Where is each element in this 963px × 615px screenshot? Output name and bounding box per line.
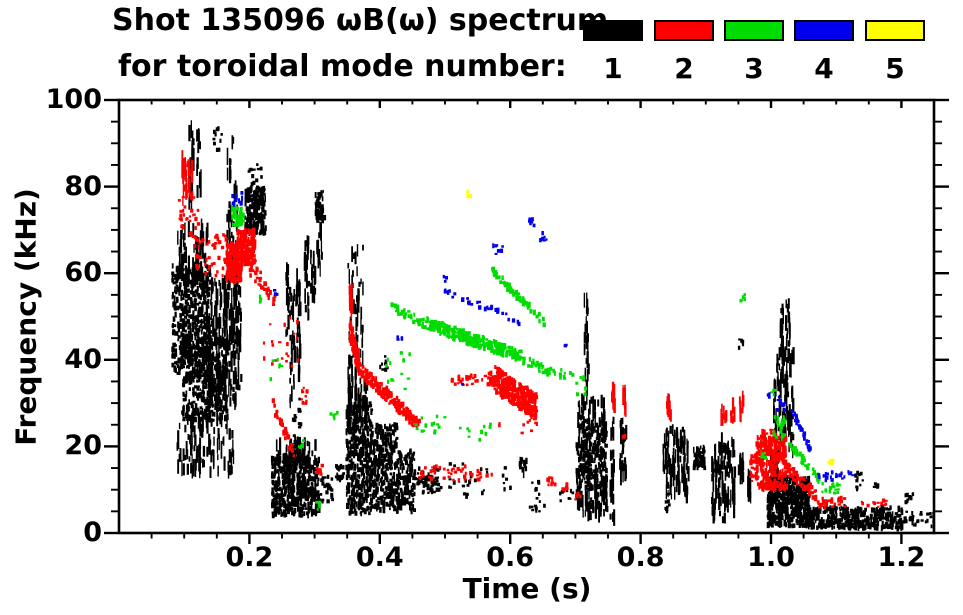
legend-swatch-mode-3: [724, 20, 784, 41]
y-tick-label-100: 100: [45, 84, 102, 115]
chart-title-line-2: for toroidal mode number:: [118, 49, 567, 84]
legend-swatch-mode-2: [654, 20, 714, 41]
legend-label-mode-3: 3: [744, 52, 764, 85]
chart-title-line-1: Shot 135096 ωB(ω) spectrum: [112, 3, 609, 38]
y-tick-label-0: 0: [83, 517, 102, 548]
scatter-mode-1: [171, 120, 933, 532]
x-axis-title: Time (s): [462, 572, 592, 605]
x-tick-label-0.6: 0.6: [486, 542, 535, 573]
x-tick-label-1.2: 1.2: [877, 542, 926, 573]
legend-swatch-mode-5: [865, 20, 925, 41]
y-axis-title: Frequency (kHz): [9, 188, 43, 446]
legend-label-mode-5: 5: [885, 52, 905, 85]
legend-label-mode-2: 2: [674, 52, 694, 85]
x-tick-label-0.2: 0.2: [225, 542, 274, 573]
y-tick-label-60: 60: [64, 257, 102, 289]
x-tick-label-0.4: 0.4: [355, 542, 404, 573]
y-tick-label-80: 80: [64, 170, 102, 202]
legend-label-mode-4: 4: [814, 52, 834, 85]
y-tick-label-40: 40: [64, 343, 102, 375]
legend-label-mode-1: 1: [603, 52, 623, 85]
x-tick-label-1.0: 1.0: [747, 542, 795, 573]
legend-swatch-mode-1: [583, 20, 643, 41]
x-tick-label-0.8: 0.8: [616, 542, 665, 573]
y-tick-label-20: 20: [64, 430, 102, 462]
legend-swatch-mode-4: [794, 20, 854, 41]
